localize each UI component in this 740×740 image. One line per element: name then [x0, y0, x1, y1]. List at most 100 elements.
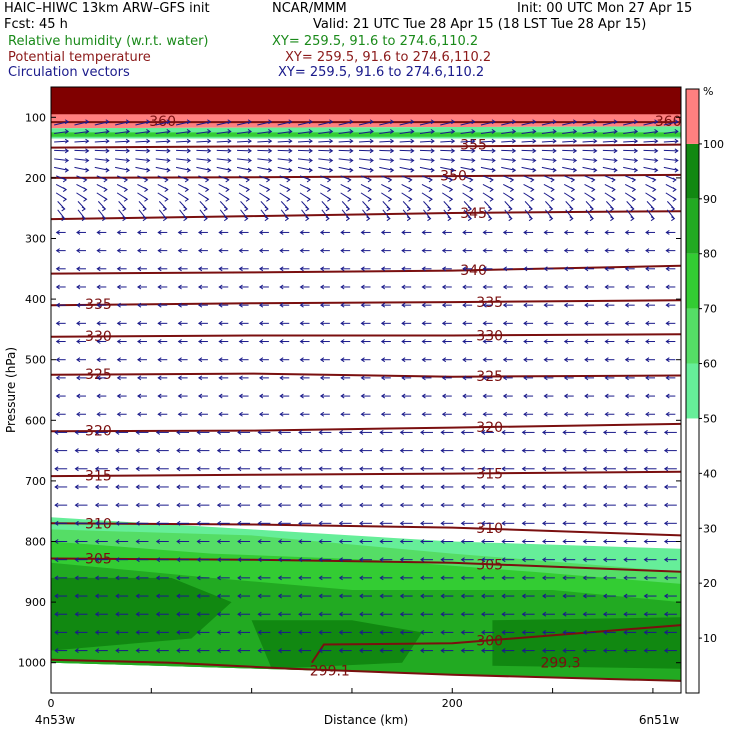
vector-head: [427, 216, 432, 222]
vector-head: [502, 320, 508, 326]
y-tick-label: 1000: [18, 657, 46, 670]
vector-head: [115, 502, 120, 508]
vector-head: [198, 375, 203, 381]
vector-head: [227, 138, 232, 144]
vector-head: [155, 448, 161, 454]
vector-head: [589, 216, 594, 222]
vector-head: [380, 248, 386, 254]
vector-head: [584, 320, 589, 326]
vector: [423, 209, 431, 219]
vector-head: [327, 187, 332, 193]
vector: [463, 209, 472, 219]
vector-head: [137, 302, 142, 308]
vector-head: [135, 484, 140, 490]
vector-head: [166, 119, 171, 125]
vector-head: [360, 357, 365, 363]
colorbar-bin-90: [686, 143, 699, 199]
vector-head: [94, 648, 100, 653]
vector-head: [604, 375, 609, 381]
vector-head: [329, 158, 334, 163]
vector: [602, 166, 617, 171]
vector-head: [176, 557, 181, 563]
vector-head: [542, 557, 547, 563]
vector-head: [613, 167, 618, 173]
vector-head: [55, 320, 60, 326]
vector-head: [177, 266, 182, 272]
vector: [196, 158, 211, 162]
vector-head: [624, 266, 629, 272]
vector-head: [157, 248, 162, 254]
vector-head: [186, 158, 191, 163]
vector: [501, 121, 516, 126]
vector: [358, 166, 374, 171]
vector-head: [116, 284, 121, 290]
vector-head: [624, 284, 629, 290]
vector-head: [572, 148, 578, 154]
vector-head: [663, 539, 669, 544]
vector: [115, 130, 130, 134]
vector-head: [420, 466, 425, 472]
vector-head: [410, 138, 415, 144]
vector-head: [258, 393, 264, 399]
vector-head: [176, 430, 181, 435]
vector: [582, 140, 597, 143]
vector-head: [216, 611, 222, 617]
vector-head: [421, 284, 426, 290]
vector-head: [489, 177, 494, 183]
vector: [379, 121, 394, 126]
vector-head: [582, 593, 587, 599]
vector-head: [582, 520, 587, 526]
vector-head: [347, 187, 352, 193]
vector-head: [532, 119, 537, 125]
vector: [541, 130, 556, 134]
vector-head: [623, 593, 628, 599]
vector-head: [279, 302, 284, 308]
field-theta-xy: XY= 259.5, 91.6 to 274.6,110.2: [285, 50, 492, 65]
vector-head: [441, 393, 447, 399]
vector: [663, 166, 678, 171]
vector-head: [604, 393, 609, 399]
vector-head: [406, 206, 412, 212]
vector-head: [360, 393, 365, 399]
vector: [297, 121, 313, 126]
vector-head: [584, 248, 589, 254]
vector-head: [96, 230, 101, 235]
vector-head: [257, 629, 262, 635]
vector-head: [308, 158, 313, 163]
vector-head: [643, 484, 648, 490]
vector: [74, 166, 89, 171]
vector-head: [562, 502, 567, 508]
vector: [643, 121, 658, 126]
vector-head: [440, 648, 445, 653]
vector-head: [380, 284, 386, 290]
vector-head: [146, 148, 151, 154]
vector-head: [663, 502, 669, 508]
vector-head: [196, 484, 201, 490]
vector-head: [196, 430, 201, 435]
vector-head: [421, 339, 426, 344]
theta-label: 300: [476, 633, 503, 649]
vector-head: [613, 129, 618, 134]
vector-head: [349, 158, 354, 163]
vector-head: [319, 411, 325, 417]
vector-head: [462, 393, 467, 399]
vector-head: [157, 266, 162, 272]
vector-head: [401, 266, 406, 272]
vector-head: [401, 339, 406, 344]
vector-head: [502, 375, 508, 381]
vector-head: [460, 520, 465, 526]
vector-head: [347, 196, 352, 202]
vector-head: [123, 196, 129, 202]
colorbar-outline: [685, 88, 700, 694]
vector-head: [349, 167, 354, 173]
vector-head: [604, 411, 609, 417]
vector-head: [401, 302, 406, 308]
vector-head: [54, 648, 59, 653]
vector-head: [306, 177, 311, 183]
vector-head: [349, 138, 354, 144]
vector-head: [146, 129, 151, 134]
vector-head: [122, 206, 127, 212]
vector-head: [155, 593, 161, 599]
vector-head: [481, 629, 486, 635]
